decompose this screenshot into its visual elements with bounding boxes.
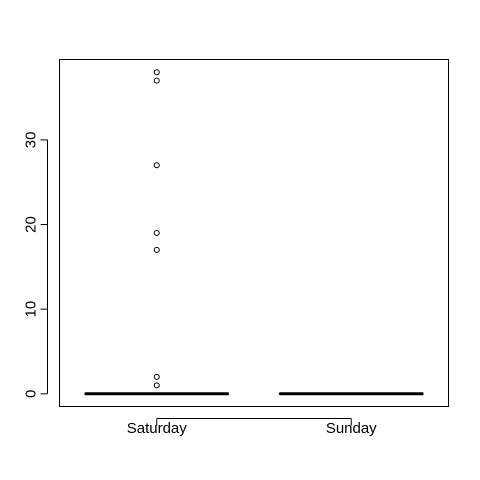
x-axis: Saturday Sunday — [127, 419, 377, 438]
outlier-point — [154, 70, 159, 75]
box-series — [85, 70, 423, 394]
y-tick-label: 30 — [23, 132, 40, 149]
y-axis: 0 10 20 30 — [23, 132, 48, 398]
outlier-point — [154, 231, 159, 236]
x-tick-label-saturday: Saturday — [127, 420, 188, 437]
y-tick-label: 20 — [23, 216, 40, 233]
outlier-point — [154, 247, 159, 252]
x-tick-label-sunday: Sunday — [326, 420, 377, 437]
outlier-point — [154, 383, 159, 388]
outlier-point — [154, 163, 159, 168]
y-tick-label: 0 — [23, 390, 40, 398]
outlier-point — [154, 78, 159, 83]
plot-frame — [60, 60, 449, 407]
y-tick-label: 10 — [23, 301, 40, 318]
box-saturday — [85, 70, 229, 394]
outlier-point — [154, 374, 159, 379]
